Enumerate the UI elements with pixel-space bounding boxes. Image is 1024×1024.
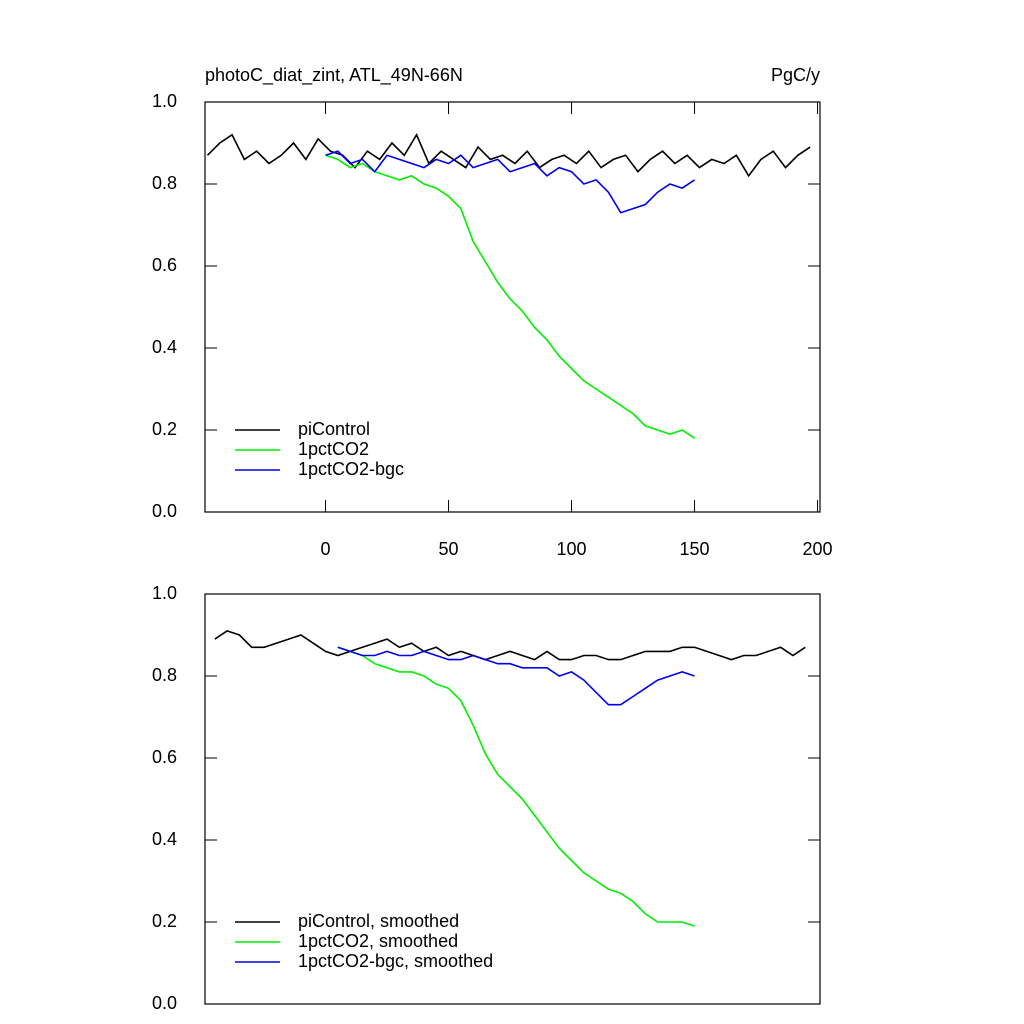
- x-tick-label: 50: [439, 539, 459, 559]
- legend-label: 1pctCO2: [298, 439, 369, 459]
- x-tick-label: 150: [680, 539, 710, 559]
- y-tick-label: 0.4: [152, 337, 177, 357]
- y-tick-label: 0.2: [152, 419, 177, 439]
- y-tick-label: 0.6: [152, 747, 177, 767]
- y-tick-label: 0.0: [152, 501, 177, 521]
- x-tick-label: 0: [321, 539, 331, 559]
- legend-label: 1pctCO2-bgc, smoothed: [298, 951, 493, 971]
- x-tick-label: 100: [557, 539, 587, 559]
- y-tick-label: 1.0: [152, 91, 177, 111]
- y-tick-label: 0.8: [152, 665, 177, 685]
- y-tick-label: 0.2: [152, 911, 177, 931]
- chart-title: photoC_diat_zint, ATL_49N-66N: [205, 65, 463, 86]
- x-tick-label: 200: [803, 539, 833, 559]
- legend-label: 1pctCO2, smoothed: [298, 931, 458, 951]
- series-line: [206, 133, 811, 178]
- plot-frame: [204, 101, 821, 513]
- series-line: [325, 150, 695, 214]
- y-tick-label: 0.0: [152, 993, 177, 1013]
- series-line: [214, 630, 806, 661]
- series-line: [337, 646, 695, 927]
- legend-label: 1pctCO2-bgc: [298, 459, 404, 479]
- y-tick-label: 0.6: [152, 255, 177, 275]
- legend-label: piControl: [298, 419, 370, 439]
- series-line: [325, 154, 695, 439]
- plot-frame: [204, 593, 821, 1005]
- chart-units: PgC/y: [771, 65, 820, 85]
- y-tick-label: 1.0: [152, 583, 177, 603]
- y-tick-label: 0.8: [152, 173, 177, 193]
- y-tick-label: 0.4: [152, 829, 177, 849]
- series-line: [337, 646, 695, 706]
- legend-label: piControl, smoothed: [298, 911, 459, 931]
